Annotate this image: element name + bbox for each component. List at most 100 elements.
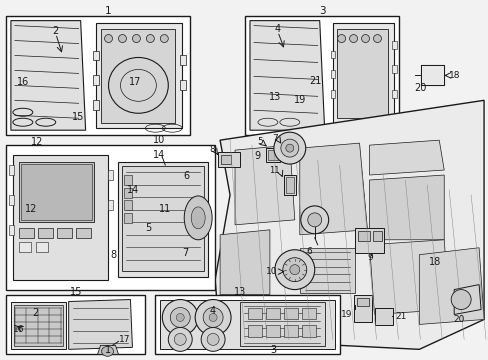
Ellipse shape (282, 258, 306, 282)
Bar (240, 302, 324, 346)
Text: 20: 20 (414, 83, 426, 93)
Bar (101, 28, 175, 123)
Bar (218, 152, 240, 167)
Text: 3: 3 (270, 345, 276, 355)
Text: 10: 10 (266, 267, 277, 276)
Bar (283, 175, 295, 195)
Bar (9, 225, 14, 235)
Polygon shape (68, 300, 132, 349)
Bar (221, 155, 230, 164)
Bar (299, 248, 354, 293)
Text: 14: 14 (127, 185, 139, 195)
Ellipse shape (307, 213, 321, 227)
Bar (330, 71, 334, 78)
Bar (301, 307, 315, 319)
Bar (392, 41, 397, 49)
Polygon shape (419, 248, 483, 324)
Bar (375, 307, 393, 325)
Polygon shape (98, 345, 118, 354)
Bar (38, 228, 53, 238)
Bar (372, 231, 382, 241)
Bar (265, 148, 279, 162)
Text: 11: 11 (269, 166, 279, 175)
Bar (6, 294, 145, 354)
Text: 1: 1 (105, 345, 111, 355)
Bar (267, 150, 277, 160)
Ellipse shape (174, 333, 186, 345)
Bar (330, 90, 334, 98)
Bar (155, 294, 339, 354)
Ellipse shape (373, 35, 381, 42)
Polygon shape (249, 21, 324, 130)
Bar (421, 66, 443, 85)
Ellipse shape (102, 346, 113, 356)
Ellipse shape (168, 328, 192, 351)
Ellipse shape (160, 35, 168, 42)
Text: 1: 1 (105, 6, 112, 15)
Ellipse shape (118, 35, 126, 42)
Bar (247, 325, 262, 337)
Text: 16: 16 (13, 325, 24, 334)
Ellipse shape (300, 206, 328, 234)
Bar (124, 213, 132, 223)
Ellipse shape (349, 35, 357, 42)
Ellipse shape (337, 35, 345, 42)
Bar (265, 307, 279, 319)
Bar (265, 325, 279, 337)
Text: 4: 4 (209, 306, 216, 316)
Text: 9: 9 (367, 253, 373, 262)
Ellipse shape (195, 300, 230, 336)
Bar (36, 242, 48, 252)
Ellipse shape (203, 307, 223, 328)
Ellipse shape (162, 300, 198, 336)
Text: 2: 2 (53, 26, 59, 36)
Ellipse shape (209, 314, 217, 321)
Text: 10: 10 (153, 135, 165, 145)
Bar (107, 200, 112, 210)
Ellipse shape (289, 265, 299, 275)
Ellipse shape (191, 207, 205, 229)
Polygon shape (421, 66, 443, 85)
Ellipse shape (184, 196, 212, 240)
Text: 4: 4 (274, 24, 281, 33)
Text: 18: 18 (428, 257, 441, 267)
Polygon shape (453, 285, 480, 315)
Text: 2: 2 (32, 308, 38, 318)
Bar (160, 300, 334, 349)
Text: 7: 7 (182, 248, 188, 258)
Ellipse shape (132, 35, 140, 42)
Text: 16: 16 (17, 77, 29, 87)
Text: 5: 5 (145, 223, 151, 233)
Bar (92, 100, 99, 110)
Text: 20: 20 (452, 315, 464, 324)
Text: 17: 17 (129, 77, 142, 87)
Bar (354, 228, 384, 253)
Bar (21, 164, 91, 220)
Bar (9, 165, 14, 175)
Bar (124, 175, 132, 185)
Bar (19, 162, 93, 222)
Polygon shape (215, 100, 483, 349)
Bar (19, 242, 31, 252)
Ellipse shape (273, 132, 305, 164)
Text: 12: 12 (25, 204, 37, 215)
Bar (392, 66, 397, 73)
Ellipse shape (170, 307, 190, 328)
Bar (180, 55, 186, 66)
Bar (330, 50, 334, 58)
Bar (92, 75, 99, 85)
Polygon shape (369, 140, 443, 175)
Bar (392, 90, 397, 98)
Text: 21: 21 (308, 76, 321, 86)
Text: 18: 18 (448, 71, 460, 80)
Text: 19: 19 (341, 310, 352, 319)
Bar (356, 298, 368, 306)
Bar (283, 325, 297, 337)
Text: 13: 13 (268, 92, 280, 102)
Bar (301, 325, 315, 337)
Text: 6: 6 (306, 247, 312, 256)
Text: 12: 12 (31, 137, 43, 147)
Bar (353, 294, 371, 323)
Text: 19: 19 (293, 95, 305, 105)
Ellipse shape (361, 35, 369, 42)
